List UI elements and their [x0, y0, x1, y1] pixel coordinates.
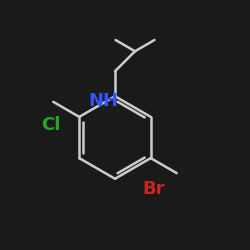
Text: Cl: Cl	[42, 116, 61, 134]
Text: NH: NH	[89, 92, 119, 110]
Text: Br: Br	[142, 180, 165, 198]
